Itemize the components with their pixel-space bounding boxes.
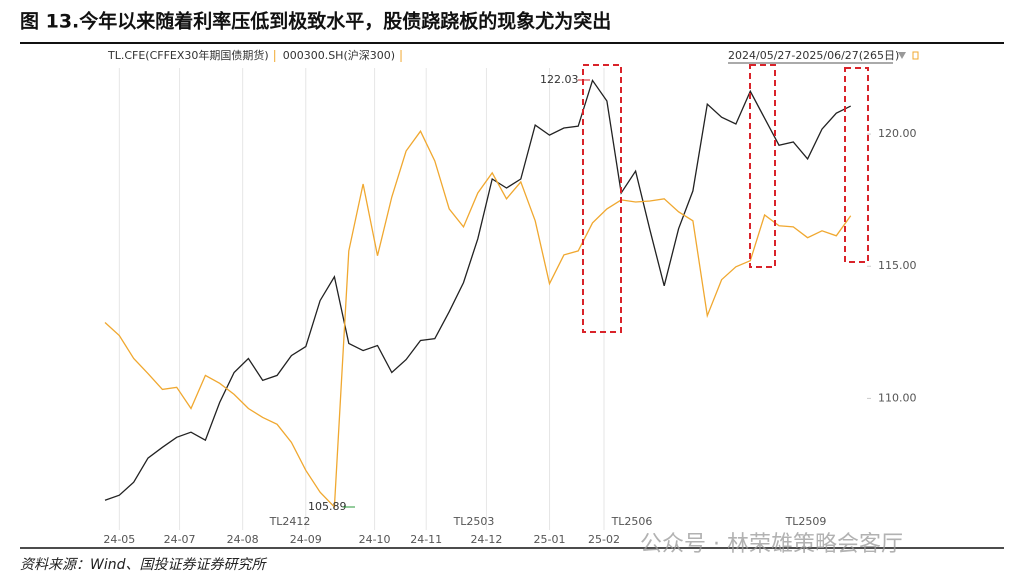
x-tick-label: 24-10 [359,533,391,546]
series-line [104,78,851,501]
min-label: 105.89 [308,500,347,513]
y-tick-label: 115.00 [878,259,917,272]
x-tick-label: 24-08 [227,533,259,546]
x-tick-label: 25-02 [588,533,620,546]
y-tick-label: 120.00 [878,127,917,140]
highlight-box [844,67,869,263]
x-tick-label: 24-07 [164,533,196,546]
highlight-box [749,64,776,268]
x-tick-label: 24-12 [470,533,502,546]
range-dropdown [898,52,906,59]
x-tick-label: 25-01 [534,533,566,546]
max-label: 122.03 [540,73,579,86]
contract-label: TL2506 [611,515,653,528]
x-tick-label: 24-11 [410,533,442,546]
highlight-box [582,64,622,333]
range-label: 2024/05/27-2025/06/27(265日) [728,49,899,62]
range-icon [912,51,919,60]
series-line [104,129,852,509]
watermark: 公众号 · 林荣雄策略会客厅 [640,532,903,557]
legend-entry: TL.CFE(CFFEX30年期国债期货) [107,48,269,62]
contract-label: TL2509 [785,515,827,528]
x-tick-label: 24-09 [290,533,322,546]
highlight-boxes [582,64,869,333]
x-tick-label: 24-05 [103,533,135,546]
y-tick-label: 110.00 [878,391,917,404]
legend-entry: 000300.SH(沪深300) [283,48,395,62]
source: 资料来源：Wind、国投证券证券研究所 [20,557,267,573]
chart-title: 图 13.今年以来随着利率压低到极致水平，股债跷跷板的现象尤为突出 [20,10,611,33]
contract-label: TL2412 [269,515,311,528]
contract-label: TL2503 [453,515,495,528]
